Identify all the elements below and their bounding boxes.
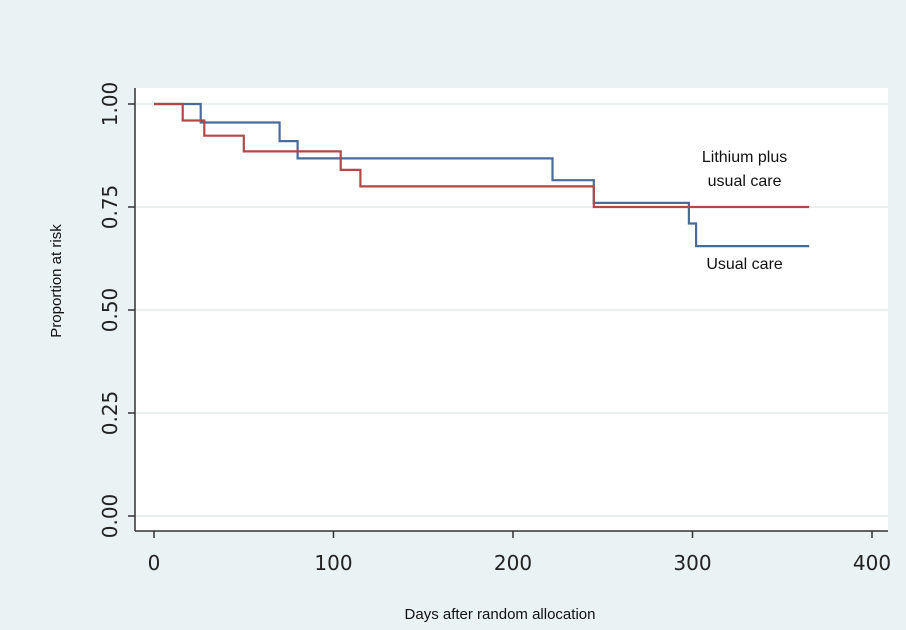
series-lithium-line (154, 102, 810, 209)
y-tick-label: 0.75 (98, 185, 122, 230)
y-axis-title: Proportion at risk (48, 224, 65, 338)
x-tick-label: 0 (148, 551, 161, 575)
x-tick-label: 300 (673, 551, 711, 575)
y-tick-label: 0.00 (98, 494, 122, 539)
label-layer: 0.00 0.25 0.50 0.75 1.00 0 100 200 300 400 Lithium… (98, 82, 891, 575)
series-layer (154, 102, 810, 248)
x-tick-label: 200 (494, 551, 532, 575)
axis-layer (134, 88, 888, 532)
annotation-usual-care-label: Usual care (706, 256, 783, 273)
series-usual-care-line (154, 102, 810, 248)
y-tick-label: 1.00 (98, 82, 122, 127)
x-tick-label: 100 (314, 551, 352, 575)
x-tick-label: 400 (853, 551, 891, 575)
y-tick-label: 0.50 (98, 288, 122, 333)
x-axis-title: Days after random allocation (405, 606, 596, 623)
annotation-lithium-label: Lithium plus (702, 149, 787, 166)
y-tick-label: 0.25 (98, 391, 122, 436)
annotation-lithium-label: usual care (708, 173, 782, 190)
